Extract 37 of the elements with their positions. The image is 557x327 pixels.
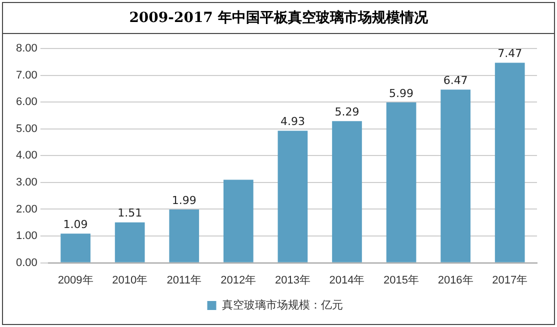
bar [494,62,525,262]
x-tick-label: 2015年 [384,274,420,286]
bar [386,102,416,262]
y-tick-label: 5.00 [16,122,38,135]
bar [223,180,254,262]
y-tick-label: 2.00 [16,203,38,216]
x-tick-label: 2012年 [220,274,256,286]
x-tick-label: 2014年 [329,274,365,286]
data-label: 1.51 [118,206,142,220]
data-label: 4.93 [280,115,305,128]
data-label: 6.47 [443,74,468,87]
y-tick-label: 6.00 [16,96,38,108]
bar [332,121,362,262]
x-tick-label: 2013年 [274,274,310,286]
y-tick-label: 7.00 [16,69,38,82]
data-label: 1.99 [172,194,196,207]
data-label: 1.09 [63,218,88,231]
y-tick-label: 1.00 [16,230,38,242]
data-label: 5.29 [334,106,360,119]
y-tick-label: 3.00 [16,176,38,189]
chart-title: 2009-2017 年中国平板真空玻璃市场规模情况 [3,3,554,34]
x-tick-label: 2011年 [166,274,202,286]
bar [169,210,200,262]
x-tick-label: 2017年 [492,274,528,286]
y-tick-label: 4.00 [16,150,38,162]
legend-label: 真空玻璃市场规模：亿元 [222,298,343,312]
bar [60,234,90,262]
data-label: 7.47 [498,47,522,60]
x-tick-label: 2016年 [438,274,474,286]
y-tick-label: 8.00 [16,42,38,55]
bar [278,130,308,262]
x-tick-label: 2009年 [58,274,94,286]
x-tick-label: 2010年 [112,274,148,286]
data-label: 5.99 [389,86,414,100]
bar [440,90,470,262]
bar [114,222,145,262]
y-tick-label: 0.00 [16,256,38,269]
